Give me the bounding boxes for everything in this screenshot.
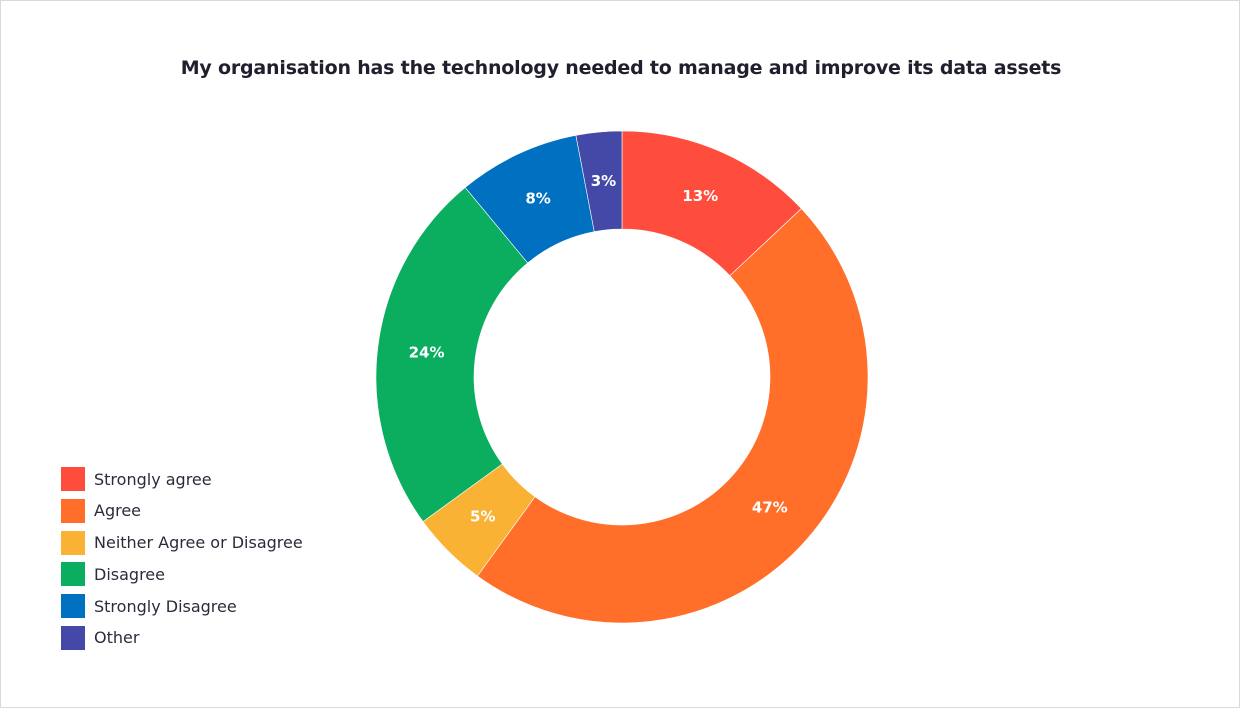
legend-item[interactable]: Other — [61, 625, 303, 650]
slice-label: 5% — [470, 507, 495, 525]
legend-item[interactable]: Strongly Disagree — [61, 594, 303, 619]
legend-label: Agree — [94, 501, 142, 521]
legend-swatch — [61, 562, 85, 587]
slice-disagree[interactable] — [375, 187, 529, 523]
slice-other[interactable] — [575, 130, 623, 232]
slice-agree[interactable] — [476, 208, 869, 624]
legend-swatch — [61, 625, 85, 650]
legend-swatch — [61, 498, 85, 523]
slice-label: 13% — [682, 187, 718, 205]
legend-label: Strongly Disagree — [94, 596, 237, 616]
slice-label: 3% — [591, 172, 616, 190]
slice-label: 8% — [525, 190, 550, 208]
legend-swatch — [61, 467, 85, 491]
chart-title: My organisation has the technology neede… — [180, 57, 1062, 79]
legend-item[interactable]: Neither Agree or Disagree — [61, 530, 303, 555]
chart-legend: Strongly agree Agree Neither Agree or Disa… — [61, 467, 303, 658]
legend-swatch — [61, 594, 85, 619]
legend-label: Other — [94, 628, 140, 648]
slice-label: 47% — [752, 498, 788, 516]
legend-swatch — [61, 530, 85, 555]
legend-item[interactable]: Strongly agree — [61, 467, 303, 491]
legend-label: Disagree — [94, 564, 165, 584]
legend-item[interactable]: Agree — [61, 498, 303, 523]
legend-label: Strongly agree — [94, 469, 212, 489]
slice-label: 24% — [409, 343, 445, 361]
legend-item[interactable]: Disagree — [61, 562, 303, 587]
legend-label: Neither Agree or Disagree — [94, 533, 303, 553]
